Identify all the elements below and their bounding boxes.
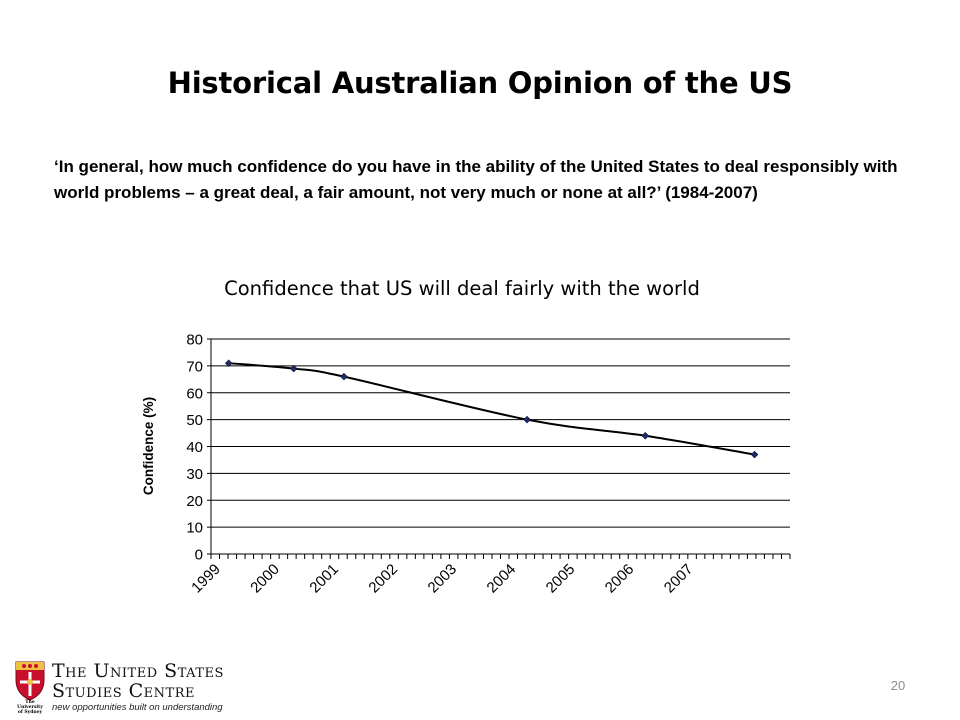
data-point-marker	[224, 359, 233, 368]
slide-title: Historical Australian Opinion of the US	[167, 66, 793, 100]
y-tick-label: 10	[186, 520, 203, 537]
page-number: 20	[890, 678, 906, 693]
chart-title: Confidence that US will deal fairly with…	[224, 277, 700, 300]
crest-caption: The University of Sydney	[17, 700, 43, 715]
data-point-marker	[340, 372, 348, 381]
university-crest-icon	[15, 661, 45, 701]
x-tick-label: 2003	[425, 561, 461, 597]
y-axis-title: Confidence (%)	[141, 397, 156, 495]
x-tick-label: 2002	[365, 561, 401, 597]
data-point-marker	[750, 450, 759, 459]
y-tick-label: 50	[186, 412, 203, 429]
survey-question: ‘In general, how much confidence do you …	[54, 157, 898, 202]
data-point-marker	[641, 431, 650, 440]
x-tick-label: 2000	[247, 561, 283, 597]
org-name-line2: Studies Centre	[52, 680, 195, 702]
org-logo: The University of Sydney The United Stat…	[8, 658, 248, 718]
data-point-marker	[289, 364, 298, 373]
y-tick-label: 80	[186, 332, 203, 349]
x-tick-label: 2004	[484, 561, 520, 597]
data-point-marker	[523, 415, 531, 424]
y-tick-label: 40	[186, 439, 203, 456]
series-line	[228, 362, 755, 456]
org-tagline: new opportunities built on understanding	[52, 702, 223, 713]
y-tick-label: 0	[195, 547, 203, 564]
x-tick-label: 2006	[602, 561, 638, 597]
x-tick-label: 1999	[188, 561, 224, 597]
y-tick-label: 20	[186, 493, 203, 510]
y-tick-label: 70	[186, 358, 203, 375]
org-name-line1: The United States	[52, 660, 224, 682]
y-tick-label: 30	[186, 466, 203, 483]
x-tick-label: 2005	[543, 561, 579, 597]
x-tick-label: 2007	[661, 561, 697, 597]
y-tick-label: 60	[186, 385, 203, 402]
x-tick-label: 2001	[306, 561, 342, 597]
